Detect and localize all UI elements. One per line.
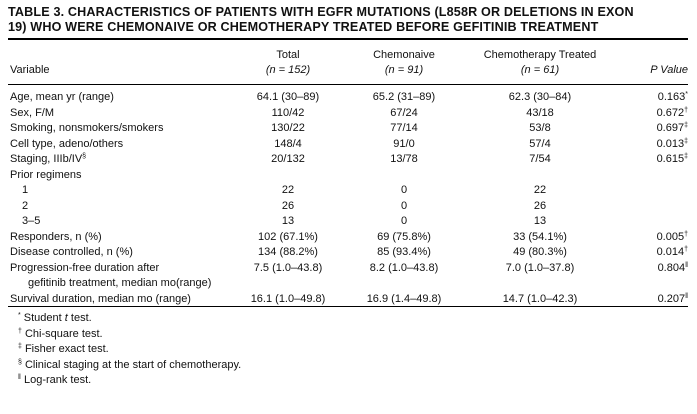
cell-chemonaive: 16.9 (1.4–49.8) xyxy=(366,292,442,305)
footnote-mark: * xyxy=(18,312,21,319)
footnote-mark: ‖ xyxy=(685,261,688,269)
footnote: ‖ Log-rank test. xyxy=(18,374,92,386)
footnote-mark: § xyxy=(82,153,87,160)
cell-total: 102 (67.1%) xyxy=(258,230,318,243)
row-label: 1 xyxy=(22,184,29,196)
cell-chemonaive: 85 (93.4%) xyxy=(377,246,431,258)
footnote: § Clinical staging at the start of chemo… xyxy=(18,358,242,371)
row-label: Age, mean yr (range) xyxy=(10,91,114,103)
row-label: Prior regimens xyxy=(10,168,82,181)
cell-total: 22 xyxy=(281,184,295,196)
cell-treated: 22 xyxy=(533,184,547,196)
cell-chemonaive: 13/78 xyxy=(390,153,418,165)
cell-treated: 43/18 xyxy=(526,106,554,119)
cell-treated: 7.0 (1.0–37.8) xyxy=(505,261,575,274)
header-treated: Chemotherapy Treated xyxy=(483,49,597,61)
cell-pvalue: 0.014† xyxy=(656,246,688,258)
footnote-mark: § xyxy=(18,358,22,366)
cell-chemonaive: 8.2 (1.0–43.8) xyxy=(369,261,439,274)
cell-pvalue: 0.672† xyxy=(656,106,688,119)
row-label: Sex, F/M xyxy=(10,106,55,119)
row-label: 3–5 xyxy=(22,215,41,227)
cell-pvalue: 0.013‡ xyxy=(656,137,688,150)
cell-treated: 14.7 (1.0–42.3) xyxy=(502,292,578,305)
cell-total: 16.1 (1.0–49.8) xyxy=(250,292,326,305)
header-total: Total xyxy=(276,49,300,61)
header-total-n: (n = 152) xyxy=(265,64,311,76)
cell-chemonaive: 77/14 xyxy=(390,122,418,134)
cell-chemonaive: 0 xyxy=(400,215,408,227)
cell-chemonaive: 67/24 xyxy=(390,106,418,119)
footnote-mark: ‡ xyxy=(684,122,688,129)
row-label: Progression-free duration after xyxy=(10,261,160,274)
table-title: TABLE 3. CHARACTERISTICS OF PATIENTS WIT… xyxy=(8,5,688,35)
cell-treated: 7/54 xyxy=(529,153,551,165)
footnote-mark: † xyxy=(684,230,688,238)
footnote-mark: ‖ xyxy=(18,374,21,381)
cell-total: 64.1 (30–89) xyxy=(256,91,320,103)
cell-pvalue: 0.804‖ xyxy=(657,261,688,274)
cell-pvalue: 0.697‡ xyxy=(656,122,688,134)
row-label: gefitinib treatment, median mo(range) xyxy=(28,277,212,289)
cell-total: 13 xyxy=(281,215,295,227)
cell-treated: 62.3 (30–84) xyxy=(508,91,572,103)
cell-chemonaive: 0 xyxy=(400,199,408,212)
footnote-mark: ‡ xyxy=(684,137,688,145)
bottom-rule xyxy=(8,306,688,307)
title-line-1: TABLE 3. CHARACTERISTICS OF PATIENTS WIT… xyxy=(8,5,634,19)
header-chemonaive: Chemonaive xyxy=(373,49,435,61)
cell-pvalue: 0.615‡ xyxy=(656,153,688,165)
footnote: † Chi-square test. xyxy=(18,327,103,340)
cell-treated: 53/8 xyxy=(529,122,551,134)
cell-chemonaive: 91/0 xyxy=(393,137,415,150)
cell-pvalue: 0.207‖ xyxy=(657,292,688,305)
cell-treated: 33 (54.1%) xyxy=(513,230,567,243)
table-header: Variable Total (n = 152) Chemonaive (n =… xyxy=(8,46,688,76)
cell-total: 20/132 xyxy=(271,153,305,165)
cell-total: 7.5 (1.0–43.8) xyxy=(253,261,323,274)
row-label: Smoking, nonsmokers/smokers xyxy=(10,122,164,134)
header-chemonaive-n: (n = 91) xyxy=(384,64,424,76)
cell-pvalue: 0.163* xyxy=(657,91,688,103)
footnote-mark: † xyxy=(684,106,688,114)
cell-treated: 26 xyxy=(533,199,547,212)
cell-total: 148/4 xyxy=(274,137,302,150)
cell-chemonaive: 65.2 (31–89) xyxy=(372,91,436,103)
cell-treated: 13 xyxy=(533,215,547,227)
header-variable: Variable xyxy=(10,64,50,76)
row-label: Survival duration, median mo (range) xyxy=(10,292,191,305)
footnote-mark: † xyxy=(684,246,688,253)
footnote-mark: * xyxy=(685,91,688,98)
top-rule xyxy=(8,38,688,40)
row-label: Staging, IIIb/IV§ xyxy=(10,153,87,165)
footnote-mark: ‖ xyxy=(685,292,688,300)
cell-treated: 57/4 xyxy=(529,137,551,150)
header-treated-n: (n = 61) xyxy=(520,64,560,76)
cell-treated: 49 (80.3%) xyxy=(513,246,567,258)
row-label: Cell type, adeno/others xyxy=(10,137,124,150)
row-label: Disease controlled, n (%) xyxy=(10,246,133,258)
footnote: * Student t test. xyxy=(18,312,92,324)
cell-chemonaive: 0 xyxy=(400,184,408,196)
footnote-mark: ‡ xyxy=(684,153,688,160)
cell-total: 110/42 xyxy=(271,106,305,119)
cell-total: 130/22 xyxy=(271,122,305,134)
cell-total: 134 (88.2%) xyxy=(258,246,318,258)
cell-chemonaive: 69 (75.8%) xyxy=(377,230,431,243)
header-rule xyxy=(8,84,688,85)
row-label: Responders, n (%) xyxy=(10,230,102,243)
footnote: ‡ Fisher exact test. xyxy=(18,343,109,355)
row-label: 2 xyxy=(22,199,29,212)
title-line-2: 19) WHO WERE CHEMONAIVE OR CHEMOTHERAPY … xyxy=(8,20,599,34)
footnote-mark: † xyxy=(18,327,22,335)
cell-pvalue: 0.005† xyxy=(656,230,688,243)
header-pvalue: P Value xyxy=(650,64,688,76)
cell-total: 26 xyxy=(281,199,295,212)
footnote-mark: ‡ xyxy=(18,343,22,350)
